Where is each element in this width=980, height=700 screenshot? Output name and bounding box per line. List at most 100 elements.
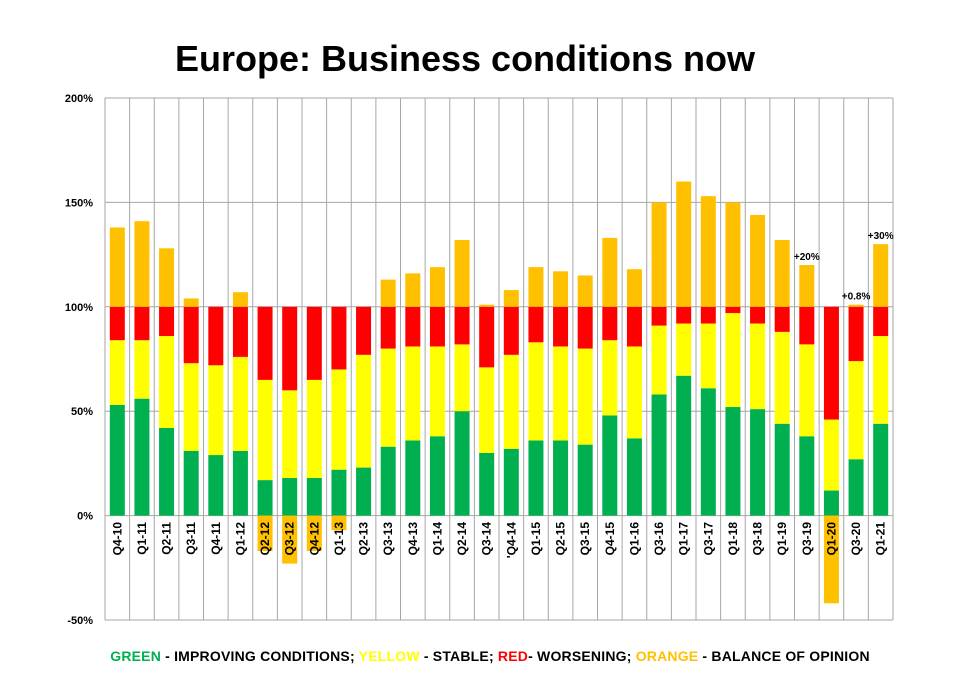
bar-red [331,306,347,370]
bar-yellow [306,379,322,479]
bar-green [651,394,667,516]
bar-orange [134,221,150,307]
bar-orange [848,304,864,307]
bar-yellow [750,323,766,410]
x-tick-label: Q1-20 [824,522,838,556]
bar-green [799,436,815,516]
x-tick-label: Q3-19 [800,522,814,556]
bar-orange [602,237,618,307]
x-tick-label: Q2-13 [357,522,371,556]
bar-orange [183,298,199,307]
bar-red [282,306,298,391]
x-tick-label: Q2-11 [160,522,174,555]
bar-yellow [208,365,224,456]
bar-green [380,446,396,516]
x-tick-label: Q3-17 [701,522,715,556]
bar-orange [725,202,741,307]
legend-yellow-word: YELLOW [358,648,420,664]
bar-orange [700,196,716,307]
bar-yellow [725,313,741,408]
bar-red [380,306,396,349]
bar-orange [380,279,396,307]
x-tick-label: Q4-10 [110,522,124,556]
bar-yellow [651,325,667,395]
bar-green [208,455,224,516]
x-tick-label: Q1-11 [135,522,149,555]
bar-orange [873,244,889,307]
bar-yellow [356,354,372,468]
bar-green [183,450,199,516]
bar-orange [750,214,766,307]
bar-green [232,450,248,516]
bar-red [503,306,519,355]
chart-title: Europe: Business conditions now [174,38,756,79]
bar-yellow [429,346,445,437]
annotation-label: +0.8% [842,292,871,303]
bar-green [626,438,642,516]
bar-green [750,409,766,516]
bar-yellow [479,367,495,453]
bar-yellow [577,348,593,445]
bar-yellow [626,346,642,439]
x-tick-label: Q1-19 [775,522,789,556]
bar-yellow [873,336,889,424]
bar-red [823,306,839,420]
bar-red [848,306,864,362]
bar-green [577,444,593,516]
x-tick-label: Q1-15 [529,522,543,556]
legend-green-text: - IMPROVING CONDITIONS; [161,648,359,664]
y-tick-label: 150% [65,197,93,209]
bar-yellow [159,336,175,428]
bar-yellow [528,342,544,441]
bar-orange [109,227,125,307]
x-tick-label: Q3-18 [751,522,765,556]
x-tick-label: Q4-12 [307,522,321,556]
bar-green [405,440,421,516]
bar-red [553,306,569,347]
bar-green [528,440,544,516]
bar-green [503,448,519,516]
x-tick-label: Q2-14 [455,522,469,556]
x-tick-label: Q3-13 [381,522,395,556]
x-tick-label: Q1-17 [677,522,691,556]
bar-yellow [553,346,569,441]
bar-orange [626,269,642,307]
bar-yellow [405,346,421,441]
y-tick-label: 0% [77,511,93,523]
bar-orange [159,248,175,307]
bar-green [356,467,372,516]
bar-yellow [454,344,470,412]
bar-green [725,407,741,516]
bar-orange [577,275,593,307]
bar-green [873,423,889,516]
bar-red [774,306,790,332]
bar-red [799,306,815,345]
bar-yellow [774,331,790,424]
legend-red-text: - WORSENING; [528,648,636,664]
bar-green [602,415,618,516]
bar-yellow [134,340,150,399]
bar-orange [257,515,273,552]
bar-green [134,398,150,516]
x-tick-label: Q3-20 [849,522,863,556]
x-tick-label: Q2-12 [258,522,272,556]
x-tick-label: Q1-21 [874,522,888,556]
x-tick-label: Q3-11 [184,522,198,555]
bar-yellow [331,369,347,470]
bar-orange [651,202,667,307]
x-tick-label: Q1-12 [233,522,247,556]
bar-green [774,423,790,516]
bar-yellow [700,323,716,389]
legend-orange-word: ORANGE [635,648,699,664]
bar-yellow [232,356,248,451]
bar-yellow [282,390,298,479]
bar-red [134,306,150,341]
bar-yellow [109,340,125,405]
x-tick-label: Q3-14 [480,522,494,556]
annotation-label: +30% [868,231,894,242]
bar-red [183,306,199,364]
y-tick-label: 200% [65,93,93,105]
x-tick-label: Q4-11 [209,522,223,555]
bar-green [109,404,125,516]
x-tick-label: Q3-12 [283,522,297,556]
